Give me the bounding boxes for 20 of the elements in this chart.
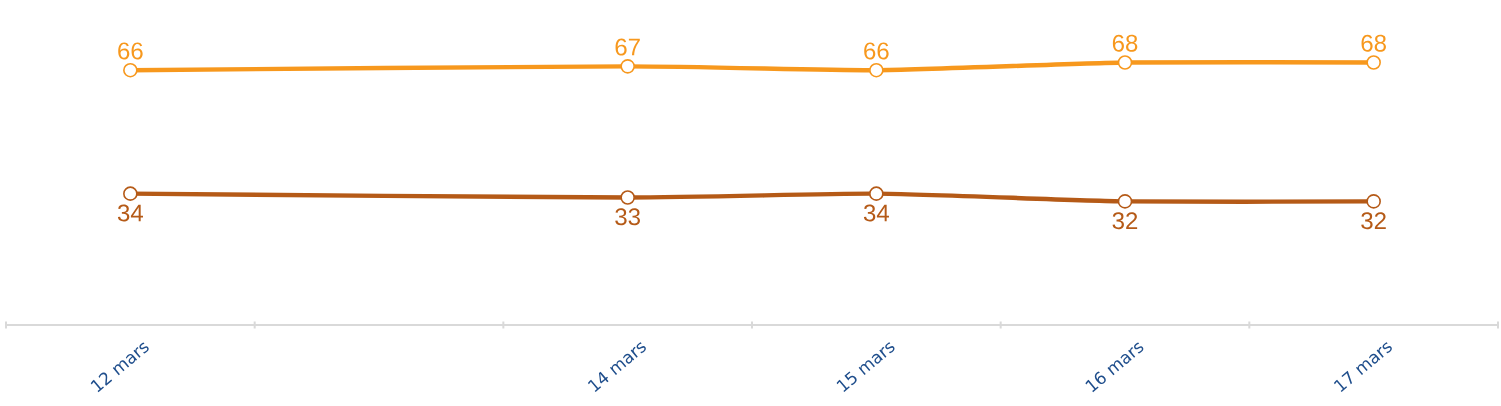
point — [620, 59, 635, 74]
data-label: 32 — [1361, 212, 1386, 230]
point — [123, 186, 138, 201]
data-label: 66 — [118, 42, 143, 60]
point — [1117, 194, 1133, 209]
point — [869, 62, 884, 78]
data-label: 34 — [863, 204, 889, 222]
data-label: 66 — [864, 42, 889, 60]
point — [1366, 55, 1381, 70]
data-label: 32 — [1112, 212, 1138, 230]
data-label: 67 — [615, 38, 640, 56]
point — [869, 186, 884, 201]
point — [620, 190, 635, 205]
data-label: 68 — [1361, 34, 1386, 52]
data-label: 34 — [117, 204, 143, 222]
point — [1366, 194, 1381, 209]
point — [123, 62, 138, 78]
data-label: 33 — [615, 208, 640, 226]
point — [1117, 55, 1133, 70]
data-label: 68 — [1112, 34, 1138, 52]
